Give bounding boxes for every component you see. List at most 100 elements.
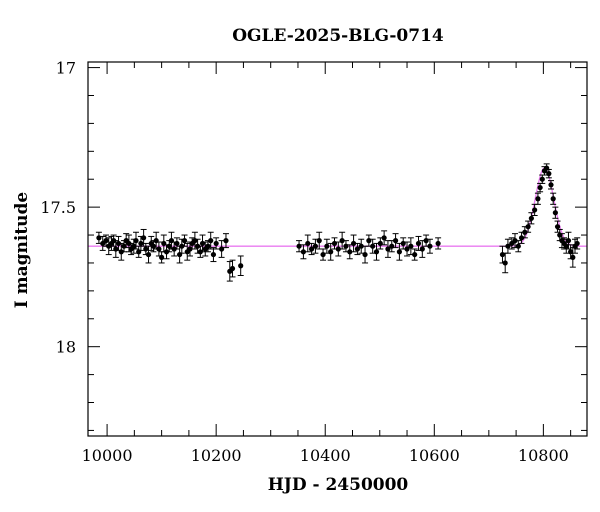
- y-tick-label: 18: [56, 338, 76, 357]
- point-marker: [138, 240, 144, 247]
- point-marker: [362, 251, 368, 258]
- data-point: [181, 234, 188, 247]
- point-marker: [174, 240, 180, 247]
- data-point: [392, 233, 399, 249]
- data-point: [210, 247, 217, 263]
- point-marker: [381, 235, 387, 241]
- point-marker: [210, 251, 217, 258]
- point-marker: [328, 249, 334, 255]
- point-marker: [370, 243, 376, 249]
- point-marker: [546, 171, 552, 177]
- point-marker: [419, 246, 425, 252]
- point-marker: [296, 243, 302, 249]
- point-marker: [159, 254, 165, 260]
- point-marker: [574, 240, 580, 247]
- y-tick-label: 17: [56, 59, 76, 78]
- data-point: [145, 245, 152, 264]
- data-point: [346, 244, 353, 260]
- data-point: [515, 240, 522, 253]
- point-marker: [312, 243, 319, 249]
- data-point: [155, 241, 162, 257]
- point-marker: [223, 238, 229, 244]
- point-marker: [528, 215, 534, 221]
- data-point: [504, 238, 511, 254]
- data-point: [521, 226, 528, 239]
- point-marker: [347, 249, 353, 255]
- point-marker: [339, 238, 345, 244]
- data-point: [574, 237, 581, 250]
- point-marker: [392, 238, 399, 244]
- point-marker: [505, 243, 511, 249]
- point-marker: [512, 238, 518, 244]
- x-tick-label: 10400: [300, 446, 351, 465]
- point-marker: [131, 243, 137, 249]
- point-marker: [373, 249, 380, 255]
- point-marker: [537, 184, 543, 191]
- data-point: [552, 206, 559, 219]
- point-marker: [166, 243, 172, 249]
- data-point: [550, 192, 557, 205]
- point-marker: [502, 260, 508, 266]
- point-marker: [205, 243, 211, 249]
- point-marker: [522, 229, 528, 235]
- point-marker: [238, 263, 244, 269]
- point-marker: [563, 243, 569, 249]
- x-tick-label: 10000: [82, 446, 133, 465]
- data-point: [173, 237, 180, 250]
- point-marker: [554, 224, 561, 230]
- point-marker: [181, 238, 188, 244]
- point-marker: [404, 246, 410, 252]
- data-point: [339, 231, 346, 250]
- x-axis-label: HJD - 2450000: [268, 475, 409, 495]
- point-marker: [535, 196, 541, 202]
- point-marker: [539, 176, 545, 182]
- model-curve-layer: [88, 167, 587, 247]
- plot-frame: [87, 61, 588, 437]
- data-point: [435, 237, 442, 250]
- model-curve: [88, 167, 587, 247]
- point-marker: [229, 265, 236, 272]
- data-points-layer: [95, 163, 581, 282]
- data-point: [404, 241, 411, 257]
- data-point: [384, 240, 391, 258]
- point-marker: [354, 246, 361, 252]
- point-marker: [358, 243, 364, 249]
- point-marker: [324, 243, 330, 249]
- point-marker: [145, 251, 152, 258]
- point-marker: [133, 238, 139, 244]
- point-marker: [156, 246, 162, 252]
- point-marker: [570, 254, 576, 260]
- axis-tick-labels: 10000 10200 10400 10600 10800 17 17.5 18: [40, 59, 568, 465]
- point-marker: [305, 240, 311, 247]
- point-marker: [415, 240, 422, 247]
- point-marker: [427, 243, 433, 249]
- point-marker: [525, 224, 531, 230]
- data-point: [323, 238, 330, 254]
- data-point: [528, 212, 535, 225]
- point-marker: [143, 246, 149, 252]
- data-point: [207, 231, 214, 250]
- point-marker: [208, 238, 214, 244]
- data-point: [354, 242, 361, 256]
- y-tick-label: 17.5: [40, 198, 76, 217]
- point-marker: [532, 207, 538, 213]
- point-marker: [565, 238, 572, 244]
- data-point: [153, 231, 160, 250]
- data-point: [415, 235, 422, 251]
- data-point: [335, 241, 342, 257]
- point-marker: [396, 249, 402, 255]
- data-point: [115, 235, 122, 251]
- point-marker: [300, 249, 307, 255]
- point-marker: [141, 235, 147, 241]
- x-tick-label: 10600: [409, 446, 460, 465]
- point-marker: [412, 251, 418, 258]
- data-point: [304, 234, 311, 253]
- data-point: [218, 240, 225, 258]
- data-point: [300, 244, 307, 260]
- data-point: [419, 240, 426, 258]
- point-marker: [335, 246, 341, 252]
- data-point: [213, 237, 220, 250]
- x-tick-label: 10800: [518, 446, 569, 465]
- data-point: [327, 242, 334, 261]
